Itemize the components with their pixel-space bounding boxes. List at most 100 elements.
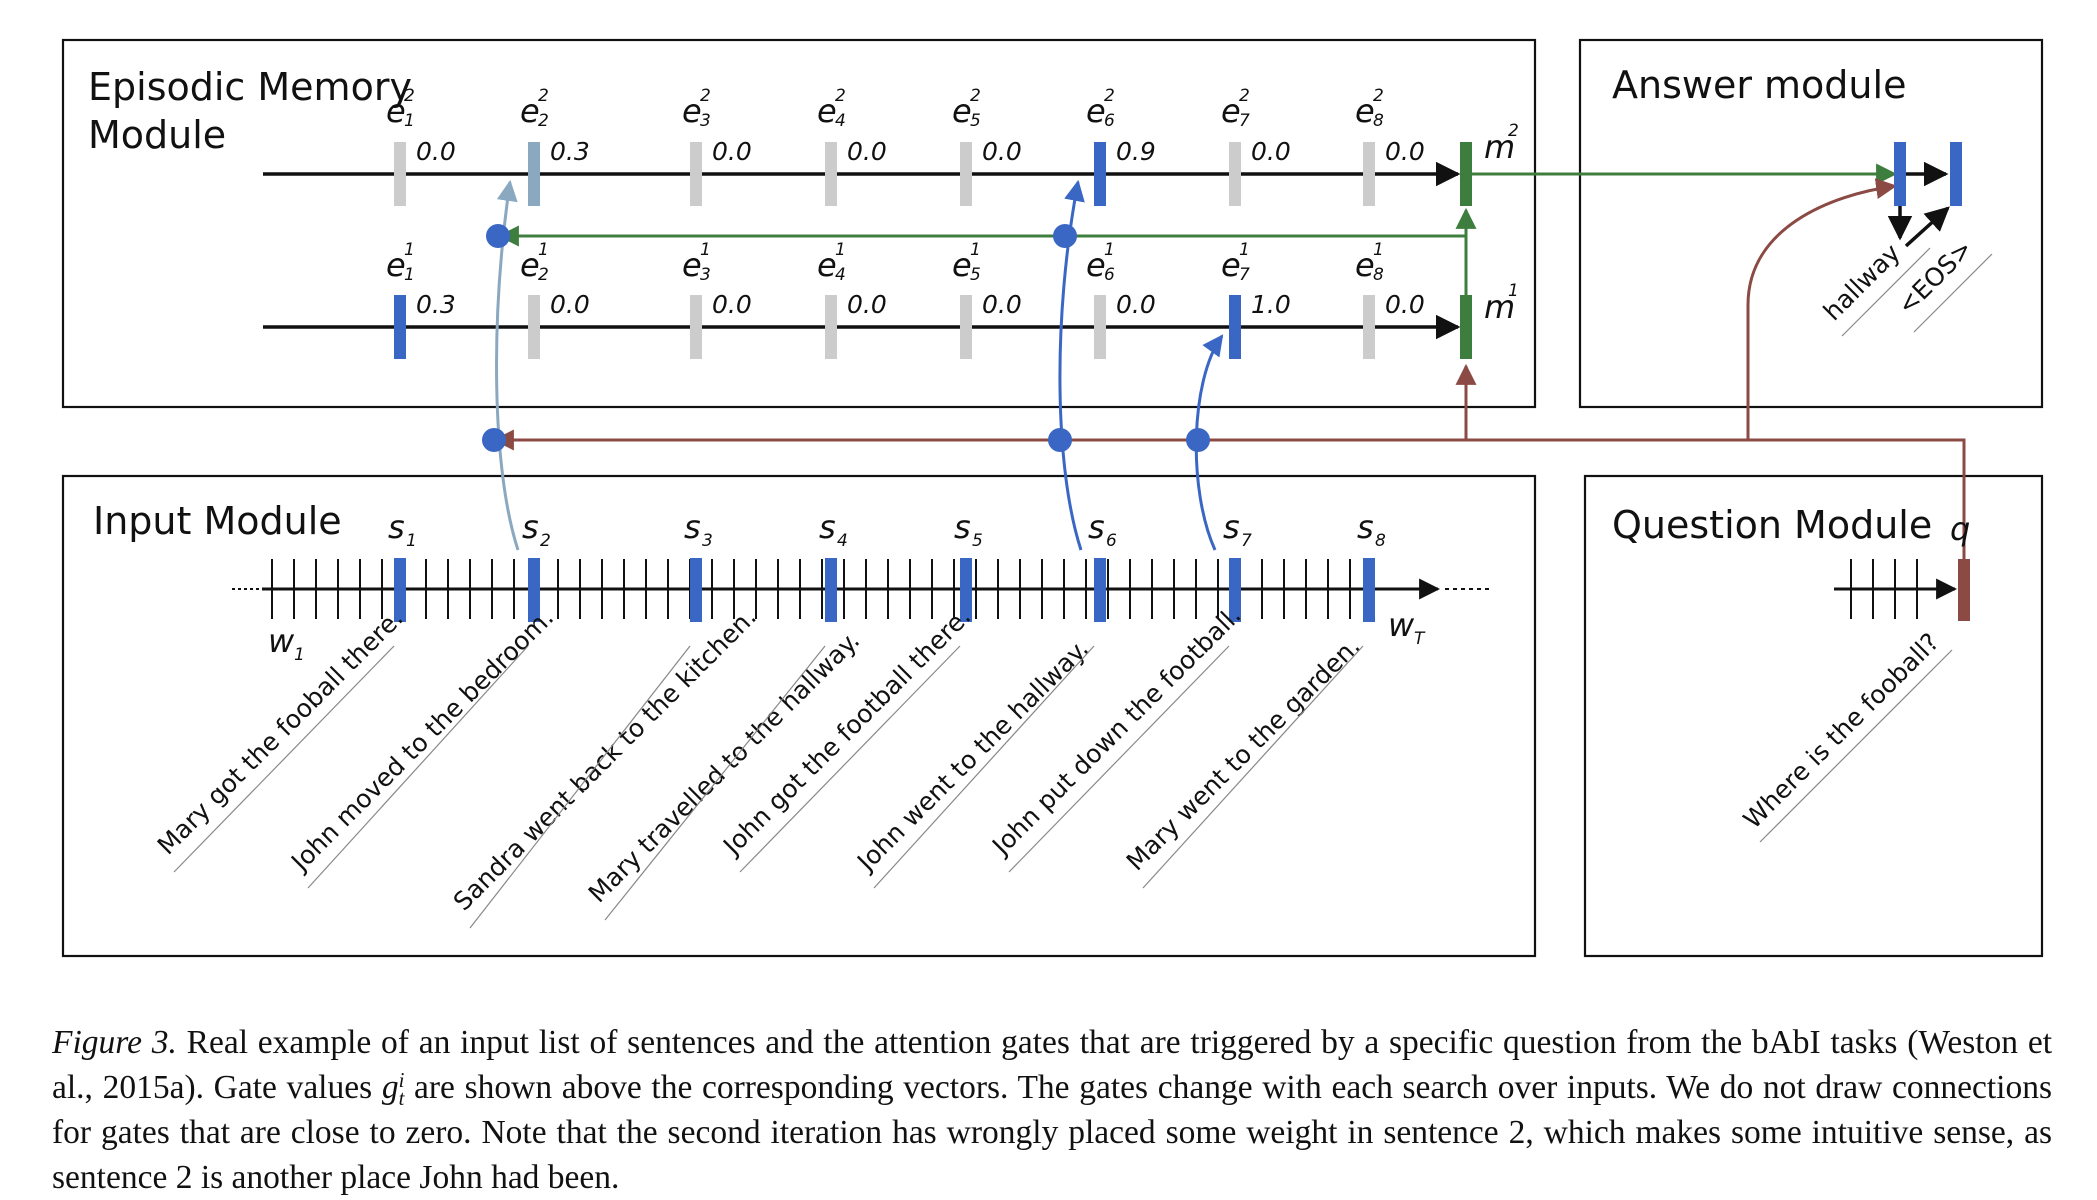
episode-label-pass2-3: e (682, 92, 702, 130)
gate-value-pass1-4: 0.0 (847, 290, 887, 319)
dmn-diagram: Episodic Memory Module Answer module Inp… (61, 38, 2044, 958)
episode-label-pass1-6: e (1086, 246, 1106, 284)
episode-label-sub-pass2-8: 8 (1373, 111, 1384, 131)
episode-label-sub-pass2-4: 4 (835, 111, 846, 131)
episode-label-sub-pass1-2: 2 (538, 265, 549, 285)
memory-m1-label: m (1484, 288, 1515, 326)
gate-value-pass2-1: 0.0 (416, 137, 456, 166)
episode-label-sub-pass1-3: 3 (700, 265, 711, 285)
sentence-label-sub-4: 4 (837, 531, 848, 551)
episode-label-sub-pass2-1: 1 (404, 111, 415, 131)
episode-label-sup-pass2-3: 2 (700, 86, 711, 106)
gate-value-pass1-2: 0.0 (550, 290, 590, 319)
answer-word-2-underline (1913, 253, 1993, 333)
sentence-underline-3 (469, 645, 691, 929)
episode-label-pass1-8: e (1355, 246, 1375, 284)
sentence-vector-4 (825, 558, 837, 622)
gate-value-pass1-7: 1.0 (1251, 290, 1291, 319)
memory-m1-superscript: 1 (1508, 281, 1519, 301)
sentence-vectors (394, 558, 1375, 622)
question-path (492, 429, 1966, 590)
episode-label-pass2-2: e (520, 92, 540, 130)
answer-vector-1 (1894, 142, 1906, 206)
episode-gate-pass1-6 (1094, 295, 1106, 359)
gate-value-pass2-8: 0.0 (1385, 137, 1425, 166)
episode-gate-pass2-1 (394, 142, 406, 206)
memory-m2-label: m (1484, 128, 1515, 166)
episode-label-pass2-6: e (1086, 92, 1106, 130)
episode-label-pass2-8: e (1355, 92, 1375, 130)
sentence-underline-4 (604, 645, 826, 921)
sentence-label-sub-7: 7 (1241, 531, 1252, 551)
sentence-underline-1 (173, 645, 395, 873)
episode-label-sup-pass1-5: 1 (970, 240, 981, 260)
episode-label-sup-pass2-7: 2 (1239, 86, 1250, 106)
answer-module-title: Answer module (1612, 63, 1906, 107)
episode-label-sup-pass2-4: 2 (835, 86, 846, 106)
episode-label-sup-pass1-6: 1 (1104, 240, 1115, 260)
answer-word-1: hallway (1818, 238, 1906, 326)
sentence-label-sub-8: 8 (1375, 531, 1386, 551)
episode-gate-pass1-4 (825, 295, 837, 359)
gate-value-pass2-7: 0.0 (1251, 137, 1291, 166)
episode-label-pass1-7: e (1221, 246, 1241, 284)
caption-label: Figure 3. (52, 1024, 177, 1061)
sentence-label-4: s (819, 508, 836, 546)
sentence-label-5: s (954, 508, 971, 546)
sentence-label-1: s (388, 508, 405, 546)
episode-label-sub-pass1-7: 7 (1239, 265, 1250, 285)
sentence-label-7: s (1223, 508, 1240, 546)
episode-gate-pass2-8 (1363, 142, 1375, 206)
sentence-label-2: s (522, 508, 539, 546)
sentence-vector-5 (960, 558, 972, 622)
answer-module-box (1578, 38, 2044, 409)
episode-label-pass1-5: e (952, 246, 972, 284)
episode-label-sub-pass1-4: 4 (835, 265, 846, 285)
episode-label-sup-pass1-3: 1 (700, 240, 711, 260)
episode-label-pass2-4: e (817, 92, 837, 130)
sentence-label-sub-2: 2 (540, 531, 551, 551)
sentence-underline-6 (873, 645, 1095, 889)
memory-m1-vector (1460, 295, 1472, 359)
gate-value-pass1-1: 0.3 (416, 290, 456, 319)
episode-label-sub-pass1-1: 1 (404, 265, 415, 285)
question-vector (1958, 559, 1970, 621)
last-word-subscript: T (1414, 629, 1426, 649)
episode-gate-pass2-2 (528, 142, 540, 206)
episode-gate-pass2-6 (1094, 142, 1106, 206)
answer-feedback-arrow (1904, 206, 1950, 248)
gate-value-pass1-5: 0.0 (982, 290, 1022, 319)
episode-label-sub-pass2-5: 5 (970, 111, 981, 131)
episode-label-pass1-3: e (682, 246, 702, 284)
first-word-subscript: 1 (294, 645, 305, 665)
sentence-vector-2 (528, 558, 540, 622)
episode-label-sup-pass1-8: 1 (1373, 240, 1384, 260)
episodic-memory-box (61, 38, 1537, 409)
episode-gate-pass1-8 (1363, 295, 1375, 359)
episode-label-sup-pass1-2: 1 (538, 240, 549, 260)
junction-s2-memory (486, 224, 510, 248)
memory-m2-superscript: 2 (1508, 121, 1519, 141)
junction-s2-question (482, 428, 506, 452)
sentence-vector-1 (394, 558, 406, 622)
episode-label-pass2-5: e (952, 92, 972, 130)
junction-s6-question (1048, 428, 1072, 452)
first-word-label: w (268, 622, 295, 660)
episode-gate-pass2-4 (825, 142, 837, 206)
question-module-title: Question Module (1612, 503, 1932, 547)
sentence-vector-8 (1363, 558, 1375, 622)
episode-label-sub-pass2-7: 7 (1239, 111, 1250, 131)
episode-label-sup-pass1-4: 1 (835, 240, 846, 260)
sentence-underline-2 (307, 645, 529, 889)
episode-gates (394, 142, 1375, 359)
input-module-title: Input Module (93, 499, 342, 543)
figure-caption: Figure 3. Real example of an input list … (52, 1020, 2052, 1200)
episode-label-sup-pass2-5: 2 (970, 86, 981, 106)
episode-gate-pass1-5 (960, 295, 972, 359)
episode-label-sub-pass2-3: 3 (700, 111, 711, 131)
sentence-label-3: s (684, 508, 701, 546)
sentence-label-sub-6: 6 (1106, 531, 1117, 551)
gate-value-pass2-4: 0.0 (847, 137, 887, 166)
sentence-label-8: s (1357, 508, 1374, 546)
